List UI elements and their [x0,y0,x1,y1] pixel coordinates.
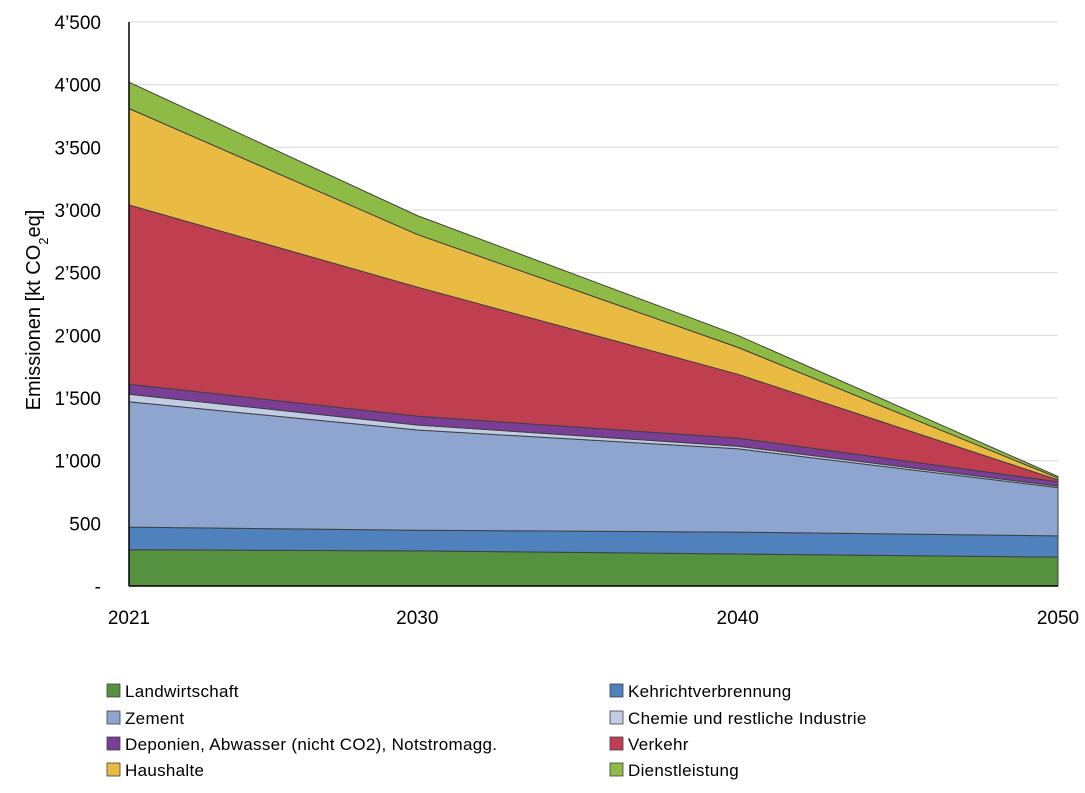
x-tick-label: 2021 [108,608,150,629]
area-dienstleistung [128,81,1059,479]
x-tick-label: 2050 [1037,608,1079,629]
x-tick-labels: 2021 2030 2040 2050 [108,608,1079,629]
y-tick-label: 2’500 [55,264,102,285]
legend-item: Chemie und restliche Industrie [609,709,867,728]
y-tick-label: 4’000 [55,76,102,97]
y-tick-label: 500 [69,514,101,535]
legend-item: Landwirtschaft [106,682,239,701]
x-tick-label: 2030 [396,608,438,629]
y-axis-label: Emissionen [kt CO2eq] [23,210,51,411]
legend-item: Zement [106,709,184,728]
legend-label: Kehrichtverbrennung [628,682,792,701]
y-tick-label: 2’000 [55,326,102,347]
legend-label: Landwirtschaft [125,682,239,701]
legend-swatch [106,762,121,777]
legend-swatch [106,710,121,725]
y-tick-label: - [95,577,101,598]
legend-label: Haushalte [125,761,204,780]
legend-swatch [609,683,624,698]
area-series [128,81,1059,587]
legend-swatch [609,710,624,725]
legend-item: Kehrichtverbrennung [609,682,792,701]
legend-item: Haushalte [106,761,204,780]
legend-label: Verkehr [628,735,689,754]
y-tick-label: 3’500 [55,138,102,159]
legend-swatch [609,736,624,751]
legend-label: Zement [125,709,184,728]
axes [128,22,1058,587]
y-tick-label: 1’000 [55,452,102,473]
legend-label: Dienstleistung [628,761,739,780]
legend-label: Chemie und restliche Industrie [628,709,867,728]
legend-label: Deponien, Abwasser (nicht CO2), Notstrom… [125,735,497,754]
legend-swatch [106,683,121,698]
y-axis-label-end: eq] [23,210,45,238]
y-axis-label-main: Emissionen [kt CO [23,245,45,411]
y-tick-label: 1’500 [55,389,102,410]
legend-item: Dienstleistung [609,761,739,780]
legend-swatch [609,762,624,777]
legend: Landwirtschaft Kehrichtverbrennung Zement C… [106,682,867,780]
x-tick-label: 2040 [717,608,759,629]
y-axis-label-subscript: 2 [36,237,51,244]
y-tick-label: 4’500 [55,13,102,34]
legend-item: Deponien, Abwasser (nicht CO2), Notstrom… [106,735,497,754]
y-tick-label: 3’000 [55,201,102,222]
y-tick-labels: - 500 1’000 1’500 2’000 2’500 3’000 3’500 4’000 4… [55,13,102,598]
legend-item: Verkehr [609,735,689,754]
legend-swatch [106,736,121,751]
